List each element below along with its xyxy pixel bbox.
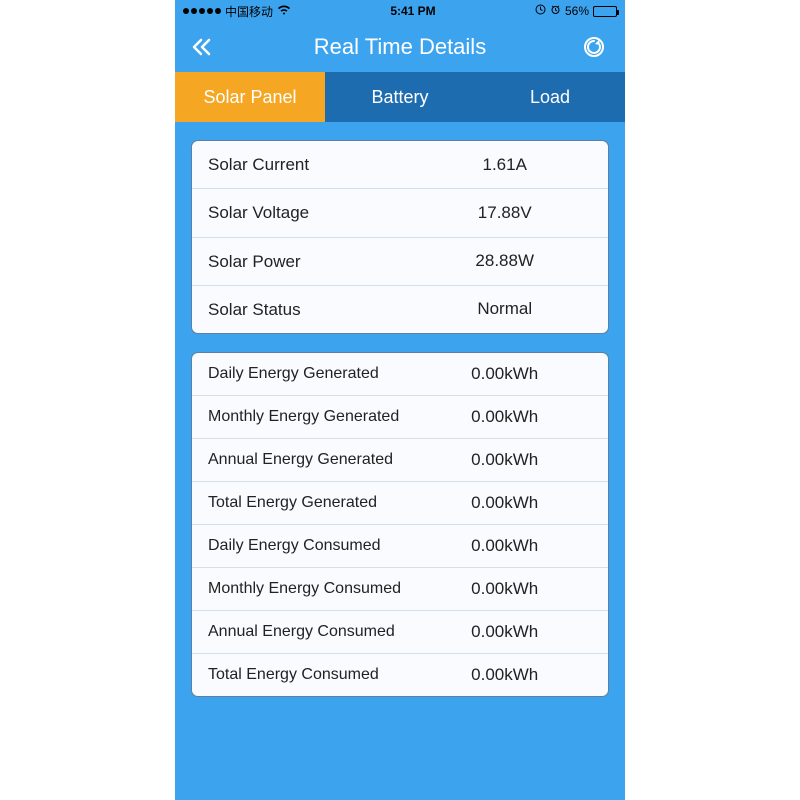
data-row: Total Energy Generated0.00kWh (192, 482, 608, 525)
row-label: Solar Voltage (208, 202, 417, 223)
row-value: 0.00kWh (417, 493, 592, 513)
row-label: Monthly Energy Generated (208, 407, 417, 427)
row-label: Daily Energy Generated (208, 364, 417, 384)
data-row: Annual Energy Consumed0.00kWh (192, 611, 608, 654)
row-value: 0.00kWh (417, 407, 592, 427)
row-label: Daily Energy Consumed (208, 536, 417, 556)
status-time: 5:41 PM (390, 4, 435, 18)
row-label: Solar Current (208, 154, 417, 175)
row-label: Solar Power (208, 251, 417, 272)
row-value: 17.88V (417, 203, 592, 223)
orientation-lock-icon (535, 4, 546, 18)
row-label: Annual Energy Generated (208, 450, 417, 470)
data-row: Solar Current1.61A (192, 141, 608, 189)
status-bar: 中国移动 5:41 PM 56% (175, 0, 625, 22)
row-label: Solar Status (208, 299, 417, 320)
back-button[interactable] (189, 37, 223, 57)
battery-icon (593, 6, 617, 17)
data-row: Solar StatusNormal (192, 286, 608, 333)
battery-percent: 56% (565, 4, 589, 18)
signal-strength-icon (183, 8, 221, 14)
row-value: 28.88W (417, 251, 592, 271)
phone-frame: 中国移动 5:41 PM 56% Real Time Details Solar… (175, 0, 625, 800)
energy-stats-card: Daily Energy Generated0.00kWhMonthly Ene… (191, 352, 609, 697)
row-label: Total Energy Generated (208, 493, 417, 513)
data-row: Daily Energy Consumed0.00kWh (192, 525, 608, 568)
row-label: Total Energy Consumed (208, 665, 417, 685)
row-label: Monthly Energy Consumed (208, 579, 417, 599)
data-row: Annual Energy Generated0.00kWh (192, 439, 608, 482)
data-row: Monthly Energy Generated0.00kWh (192, 396, 608, 439)
data-row: Solar Voltage17.88V (192, 189, 608, 237)
row-value: 0.00kWh (417, 579, 592, 599)
tabs: Solar PanelBatteryLoad (175, 72, 625, 122)
content-area: Solar Current1.61ASolar Voltage17.88VSol… (175, 122, 625, 697)
row-value: 0.00kWh (417, 622, 592, 642)
wifi-icon (277, 4, 291, 18)
page-title: Real Time Details (223, 34, 577, 60)
status-left: 中国移动 (183, 3, 291, 20)
data-row: Daily Energy Generated0.00kWh (192, 353, 608, 396)
data-row: Total Energy Consumed0.00kWh (192, 654, 608, 696)
row-value: Normal (417, 299, 592, 319)
row-label: Annual Energy Consumed (208, 622, 417, 642)
status-right: 56% (535, 4, 617, 18)
tab-solar-panel[interactable]: Solar Panel (175, 72, 325, 122)
data-row: Solar Power28.88W (192, 238, 608, 286)
refresh-button[interactable] (577, 35, 611, 59)
nav-bar: Real Time Details (175, 22, 625, 72)
carrier-label: 中国移动 (225, 3, 273, 20)
row-value: 0.00kWh (417, 536, 592, 556)
row-value: 0.00kWh (417, 450, 592, 470)
row-value: 1.61A (417, 155, 592, 175)
tab-battery[interactable]: Battery (325, 72, 475, 122)
solar-status-card: Solar Current1.61ASolar Voltage17.88VSol… (191, 140, 609, 334)
row-value: 0.00kWh (417, 364, 592, 384)
tab-load[interactable]: Load (475, 72, 625, 122)
alarm-icon (550, 4, 561, 18)
data-row: Monthly Energy Consumed0.00kWh (192, 568, 608, 611)
row-value: 0.00kWh (417, 665, 592, 685)
